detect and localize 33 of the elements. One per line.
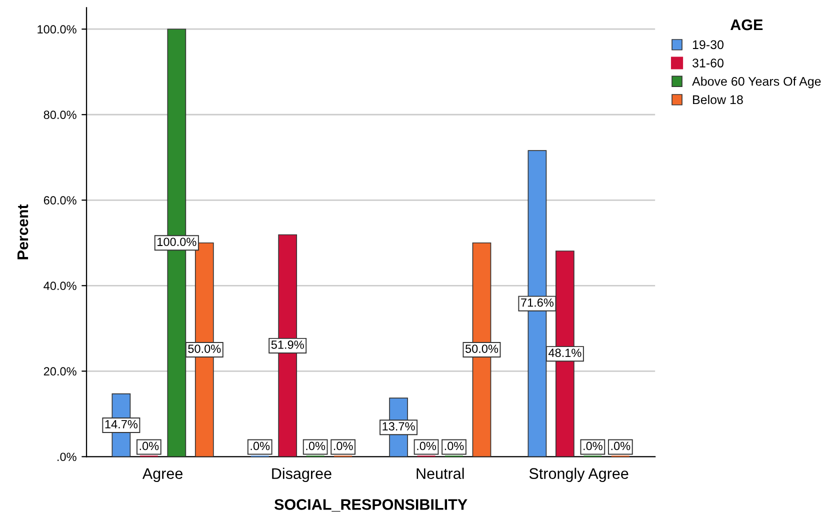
data-label: 13.7%: [382, 422, 415, 431]
data-label: .0%: [140, 442, 159, 450]
data-label: 50.0%: [465, 344, 498, 353]
y-tick-label: 80.0%: [44, 110, 76, 120]
y-tick-label: 40.0%: [44, 282, 76, 290]
legend-title: AGE: [730, 19, 763, 30]
data-label: .0%: [611, 442, 630, 450]
legend-label: 31-60: [692, 58, 724, 68]
legend-label: Below 18: [693, 94, 743, 104]
data-label: 71.6%: [521, 298, 554, 307]
y-tick-label: 100.0%: [38, 25, 76, 34]
data-label: 100.0%: [158, 238, 196, 246]
y-tick-label: 20.0%: [44, 367, 76, 376]
legend-label: 19-30: [692, 40, 724, 50]
x-tick-label: Disagree: [272, 468, 332, 482]
data-label: 50.0%: [188, 344, 221, 353]
data-label: 48.1%: [548, 348, 582, 358]
data-label: 14.7%: [105, 420, 138, 428]
y-tick-label: .0%: [58, 452, 76, 462]
data-label: 51.9%: [271, 340, 304, 349]
y-axis-title: Percent: [18, 204, 28, 260]
data-label: .0%: [334, 442, 353, 450]
data-label: .0%: [444, 442, 464, 450]
data-label: .0%: [584, 442, 602, 450]
data-label: .0%: [306, 442, 326, 450]
x-tick-label: Neutral: [416, 468, 464, 479]
x-tick-label: Agree: [142, 468, 182, 482]
data-label: .0%: [250, 442, 270, 450]
data-label: .0%: [417, 442, 436, 450]
legend-label: Above 60 Years Of Age: [692, 76, 821, 88]
y-tick-label: 60.0%: [44, 196, 76, 205]
x-tick-label: Strongly Agree: [529, 468, 628, 482]
x-axis-title: SOCIAL_RESPONSIBILITY: [274, 499, 468, 512]
